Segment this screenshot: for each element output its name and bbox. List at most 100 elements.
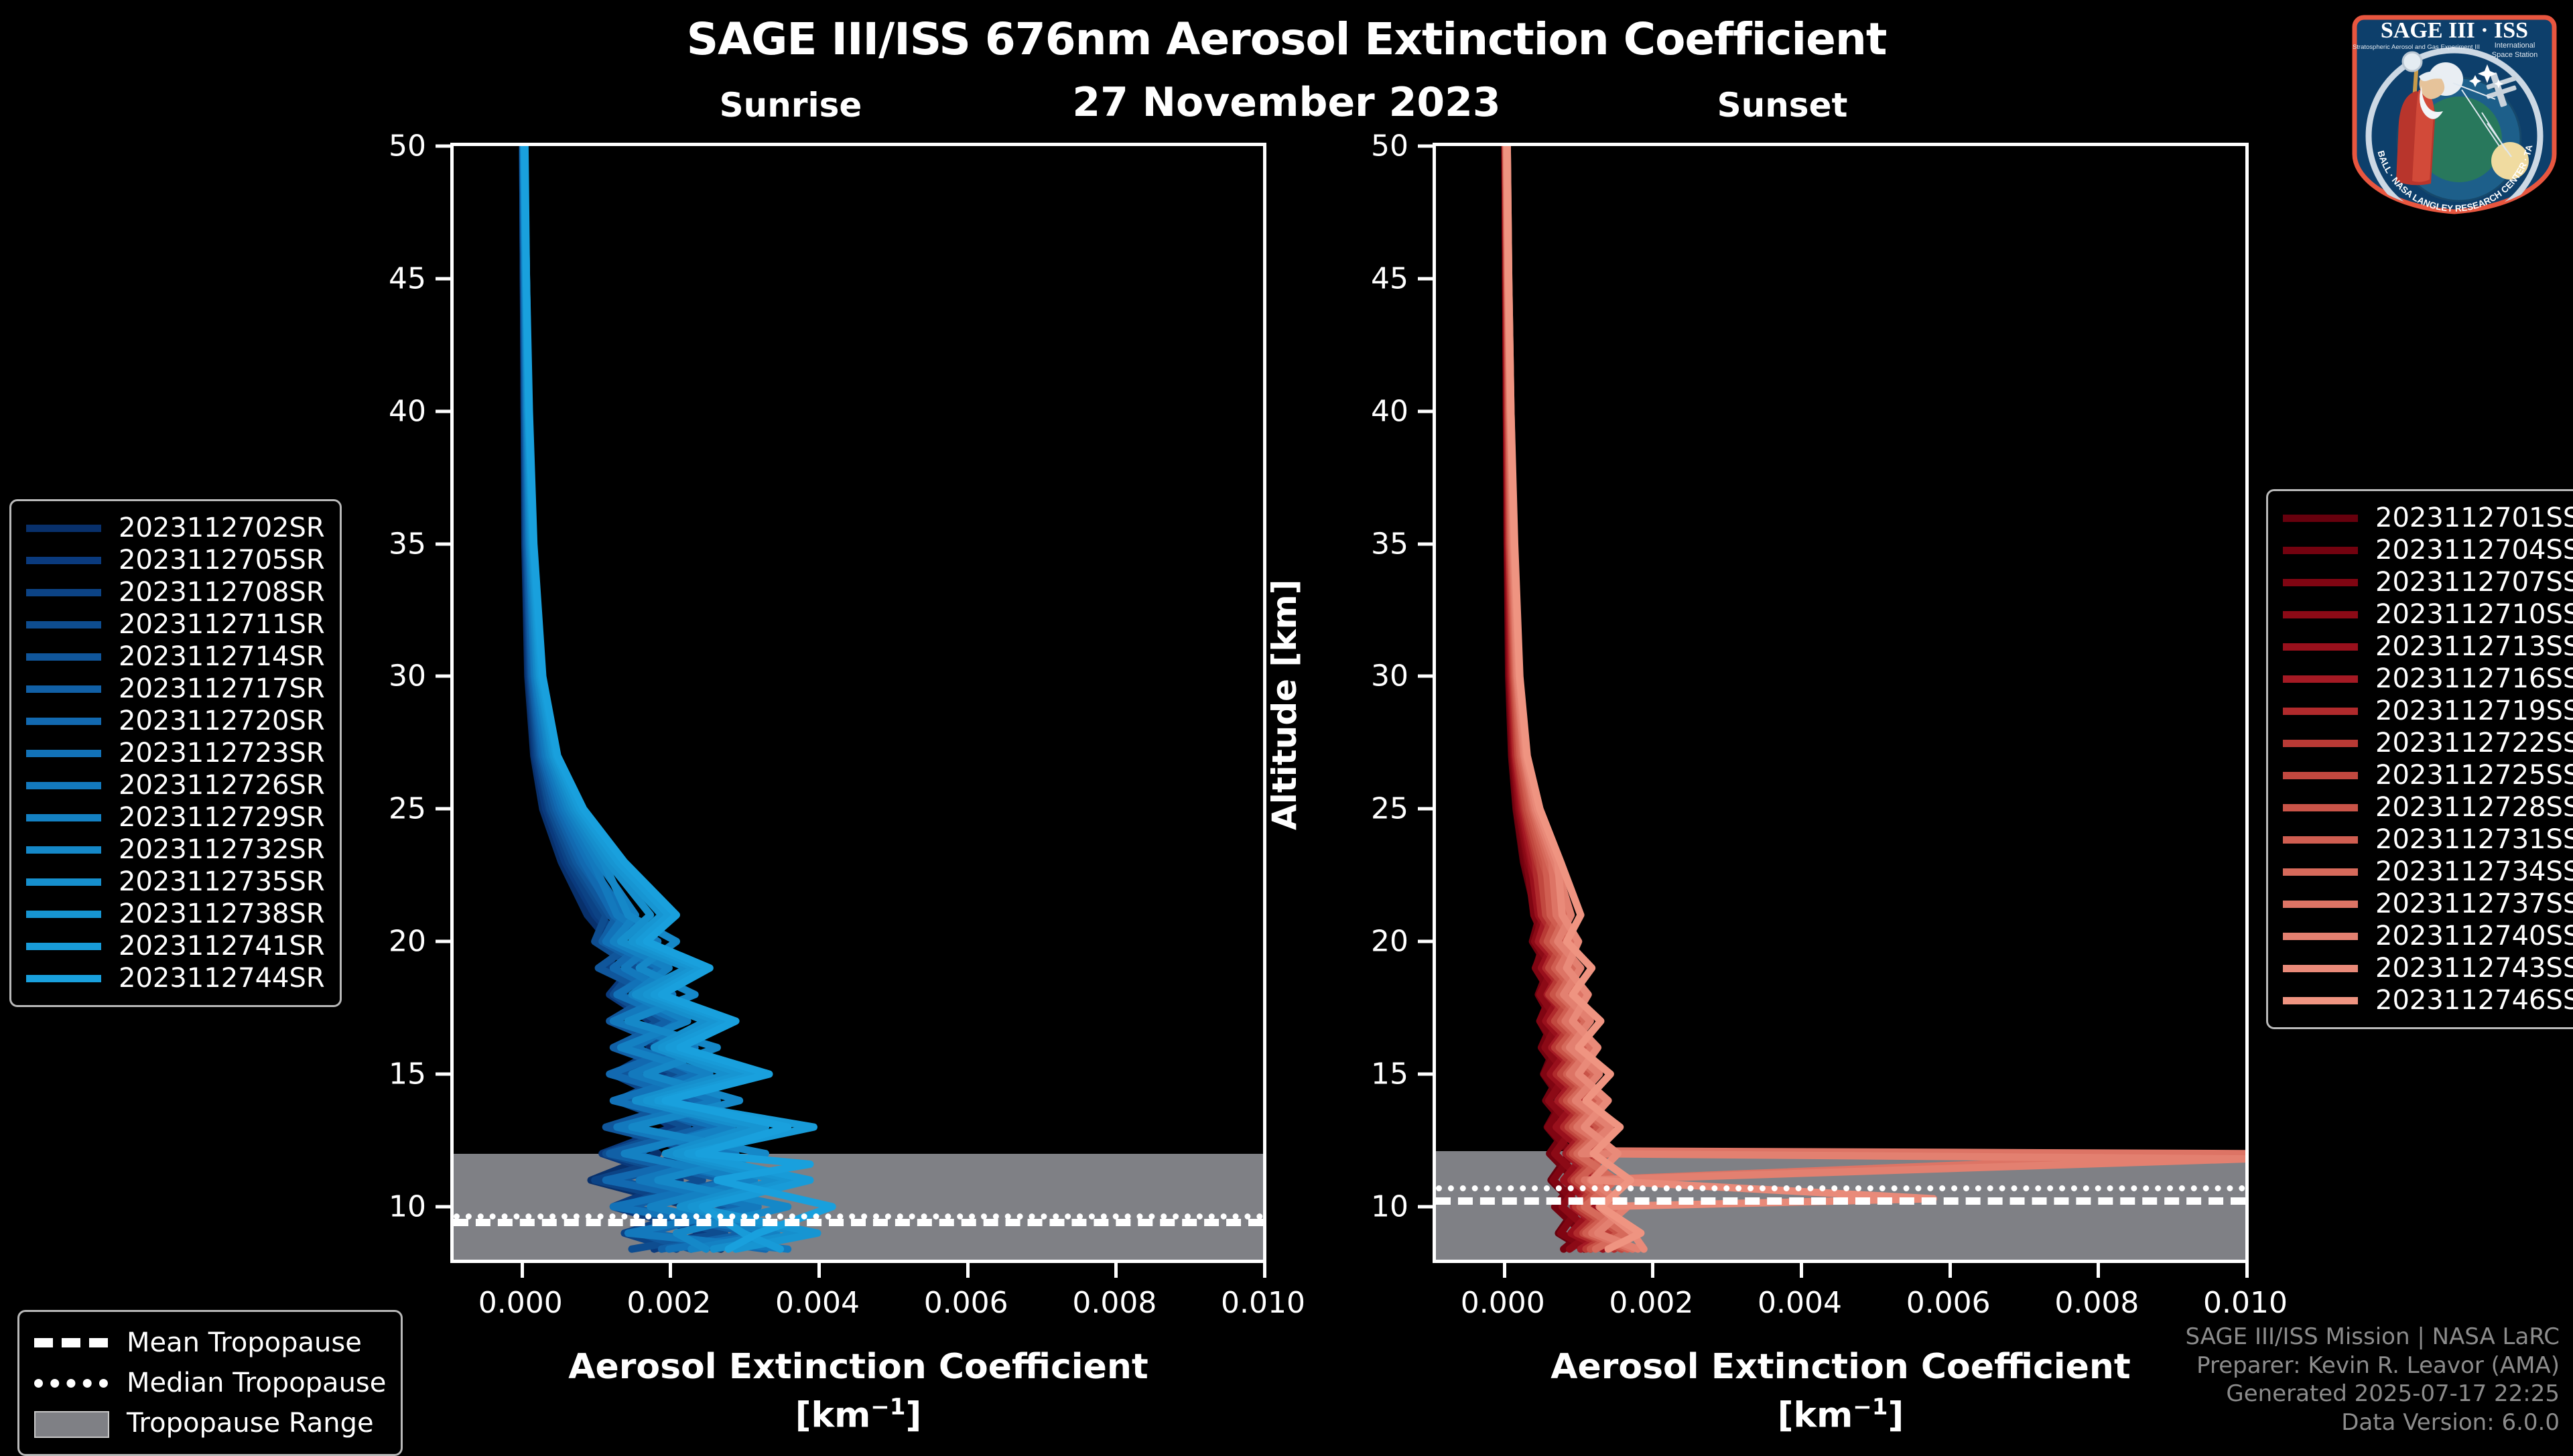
tropopause-range-band [454, 1153, 1263, 1260]
legend-item-median-tropopause: Median Tropopause [34, 1363, 386, 1403]
legend-item[interactable]: 2023112731SS [2283, 823, 2573, 856]
legend-color-swatch [26, 942, 101, 950]
y-axis-tick-mark [1418, 542, 1433, 546]
legend-color-swatch [2283, 739, 2358, 747]
median-tropopause-line [1436, 1185, 2245, 1192]
legend-item[interactable]: 2023112705SR [26, 544, 325, 576]
x-axis-tick-mark [2097, 1263, 2101, 1278]
credit-line: Preparer: Kevin R. Leavor (AMA) [2196, 1351, 2560, 1379]
y-axis-tick-label: 25 [389, 791, 426, 826]
y-axis-tick-mark [436, 1205, 450, 1209]
legend-label: 2023112720SR [119, 706, 325, 736]
legend-item[interactable]: 2023112744SR [26, 962, 325, 994]
legend-label: 2023112737SS [2375, 888, 2573, 919]
legend-item[interactable]: 2023112710SS [2283, 598, 2573, 631]
legend-item[interactable]: 2023112741SR [26, 930, 325, 962]
legend-color-swatch [2283, 643, 2358, 651]
svg-text:Space Station: Space Station [2492, 51, 2538, 59]
x-axis-tick-mark [669, 1263, 673, 1278]
legend-label: 2023112723SR [119, 738, 325, 769]
band-swatch-icon [34, 1411, 109, 1438]
legend-label: 2023112744SR [119, 963, 325, 994]
svg-text:International: International [2495, 42, 2535, 50]
legend-item[interactable]: 2023112743SS [2283, 952, 2573, 984]
x-axis-tick-mark [1948, 1263, 1952, 1278]
legend-label: 2023112714SR [119, 641, 325, 672]
legend-item[interactable]: 2023112701SS [2283, 502, 2573, 534]
legend-color-swatch [2283, 707, 2358, 715]
x-axis-tick-mark [817, 1263, 821, 1278]
x-axis-tick-label: 0.002 [626, 1286, 712, 1320]
legend-item[interactable]: 2023112702SR [26, 512, 325, 544]
legend-item[interactable]: 2023112723SR [26, 737, 325, 769]
legend-color-swatch [26, 878, 101, 886]
x-axis-tick-mark [1800, 1263, 1804, 1278]
sunset-plot-area [1436, 146, 2245, 1260]
y-axis-tick-mark [1418, 144, 1433, 148]
mean-tropopause-line [454, 1218, 1263, 1226]
legend-item[interactable]: 2023112720SR [26, 705, 325, 737]
legend-item[interactable]: 2023112735SR [26, 866, 325, 898]
legend-item[interactable]: 2023112740SS [2283, 920, 2573, 952]
legend-label: 2023112732SR [119, 834, 325, 865]
legend-item[interactable]: 2023112734SS [2283, 856, 2573, 888]
legend-color-swatch [26, 846, 101, 854]
legend-label: 2023112704SS [2375, 535, 2573, 566]
x-axis-tick-label: 0.010 [2203, 1286, 2288, 1320]
legend-color-swatch [26, 910, 101, 918]
legend-color-swatch [2283, 868, 2358, 876]
x-axis-tick-label: 0.008 [2054, 1286, 2139, 1320]
legend-color-swatch [2283, 610, 2358, 618]
legend-color-swatch [2283, 514, 2358, 522]
legend-color-swatch [26, 781, 101, 789]
y-axis-tick-label: 20 [389, 924, 426, 959]
credits-block: SAGE III/ISS Mission | NASA LaRC Prepare… [2185, 1323, 2560, 1437]
legend-label: Tropopause Range [127, 1408, 374, 1439]
legend-item[interactable]: 2023112722SS [2283, 727, 2573, 759]
x-axis-unit: [km−1] [795, 1394, 922, 1436]
legend-item[interactable]: 2023112728SS [2283, 791, 2573, 823]
legend-item[interactable]: 2023112713SS [2283, 631, 2573, 663]
dashed-line-icon [34, 1334, 108, 1351]
legend-item[interactable]: 2023112725SS [2283, 759, 2573, 791]
sunrise-legend[interactable]: 2023112702SR 2023112705SR 2023112708SR 2023… [9, 499, 342, 1007]
sunrise-plot-panel [450, 143, 1266, 1263]
legend-item[interactable]: 2023112719SS [2283, 695, 2573, 727]
legend-item[interactable]: 2023112737SS [2283, 888, 2573, 920]
credit-line: Data Version: 6.0.0 [2341, 1408, 2560, 1436]
legend-item[interactable]: 2023112711SR [26, 608, 325, 641]
legend-item[interactable]: 2023112704SS [2283, 534, 2573, 566]
legend-color-swatch [26, 685, 101, 693]
y-axis-tick-label: 45 [389, 261, 426, 296]
y-axis-title: Altitude [km] [1265, 579, 1304, 830]
x-axis-tick-label: 0.008 [1072, 1286, 1157, 1320]
y-axis-tick-mark [436, 1072, 450, 1076]
legend-label: 2023112708SR [119, 577, 325, 608]
x-axis-title: Aerosol Extinction Coefficient [1551, 1347, 2131, 1387]
y-axis-tick-mark [436, 409, 450, 413]
median-tropopause-line [454, 1213, 1263, 1219]
sunset-plot-panel [1433, 143, 2249, 1263]
legend-item[interactable]: 2023112729SR [26, 801, 325, 834]
legend-item[interactable]: 2023112732SR [26, 834, 325, 866]
legend-item[interactable]: 2023112726SR [26, 769, 325, 801]
y-axis-tick-mark [1418, 674, 1433, 678]
legend-label: 2023112731SS [2375, 824, 2573, 855]
page-title: SAGE III/ISS 676nm Aerosol Extinction Co… [686, 13, 1888, 65]
legend-color-swatch [2283, 836, 2358, 844]
credit-line: SAGE III/ISS Mission | NASA LaRC [2185, 1323, 2560, 1350]
legend-item[interactable]: 2023112717SR [26, 673, 325, 705]
x-axis-tick-label: 0.000 [478, 1286, 563, 1320]
legend-item[interactable]: 2023112708SR [26, 576, 325, 608]
legend-item[interactable]: 2023112714SR [26, 641, 325, 673]
logo-title: SAGE III · ISS [2381, 18, 2528, 43]
legend-item[interactable]: 2023112746SS [2283, 984, 2573, 1016]
x-axis-unit: [km−1] [1777, 1394, 1904, 1436]
legend-item[interactable]: 2023112707SS [2283, 566, 2573, 598]
y-axis-tick-mark [436, 939, 450, 943]
sunset-legend[interactable]: 2023112701SS 2023112704SS 2023112707SS 2023… [2266, 489, 2573, 1029]
profile-line [1502, 146, 2245, 1253]
legend-item[interactable]: 2023112716SS [2283, 663, 2573, 695]
legend-label: 2023112705SR [119, 545, 325, 576]
legend-item[interactable]: 2023112738SR [26, 898, 325, 930]
